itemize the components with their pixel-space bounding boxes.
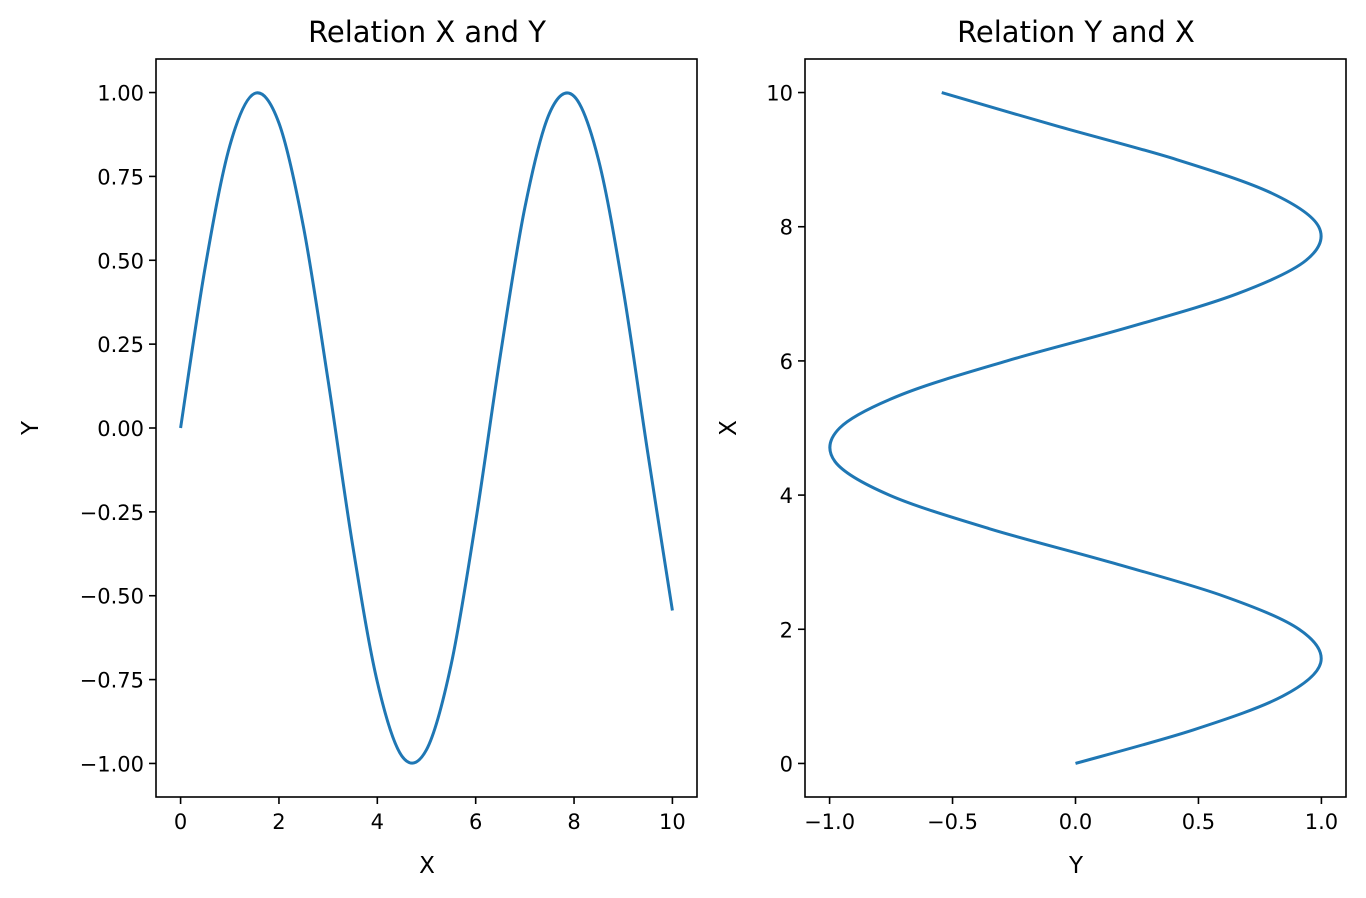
left-y-tick-label: −0.25 <box>80 501 144 525</box>
right-x-tick-label: 1.0 <box>1305 810 1338 834</box>
right-x-tick-label: −0.5 <box>927 810 978 834</box>
left-y-tick-label: −0.50 <box>80 585 144 609</box>
right-y-axis-label: X <box>716 420 742 436</box>
right-x-tick-label: −1.0 <box>804 810 855 834</box>
right-y-tick-label: 4 <box>780 484 793 508</box>
right-x-ticks: −1.0 −0.5 0.0 0.5 1.0 <box>804 797 1338 834</box>
right-series-line <box>828 91 1323 765</box>
right-y-tick-label: 8 <box>780 216 793 240</box>
right-series <box>828 91 1323 765</box>
right-subplot: Relation Y and X Y X −1.0 −0.5 0.0 0.5 1.0 0… <box>716 15 1347 879</box>
left-y-axis-label: Y <box>18 420 44 436</box>
left-series-line <box>179 91 674 765</box>
left-y-tick-label: 1.00 <box>97 82 144 106</box>
left-x-tick-label: 2 <box>272 810 285 834</box>
right-y-tick-label: 10 <box>766 82 793 106</box>
left-y-tick-label: −0.75 <box>80 669 144 693</box>
left-x-tick-label: 4 <box>371 810 384 834</box>
right-y-ticks: 0 2 4 6 8 10 <box>766 82 805 776</box>
left-subplot: Relation X and Y X Y 0 2 4 6 8 10 −1.00−0.75−… <box>18 15 698 879</box>
left-y-tick-label: −1.00 <box>80 752 144 776</box>
right-y-tick-label: 0 <box>780 752 793 776</box>
right-chart-title: Relation Y and X <box>957 15 1195 49</box>
left-x-tick-label: 10 <box>659 810 686 834</box>
left-y-ticks: −1.00 −0.75 −0.50 −0.25 0.00 0.25 0.50 0.75 1.00 <box>80 82 156 776</box>
right-axes-frame <box>804 58 1347 798</box>
left-x-tick-label: 8 <box>567 810 580 834</box>
left-y-tick-label: 0.75 <box>97 165 144 189</box>
left-y-tick-label: 0.00 <box>97 417 144 441</box>
right-y-tick-label: 2 <box>780 618 793 642</box>
left-chart-title: Relation X and Y <box>308 15 546 49</box>
left-series <box>179 91 674 765</box>
left-x-axis-label: X <box>419 853 435 879</box>
right-x-axis-label: Y <box>1068 853 1084 879</box>
left-y-tick-label: 0.50 <box>97 249 144 273</box>
left-y-tick-label: 0.25 <box>97 333 144 357</box>
right-y-tick-label: 6 <box>780 350 793 374</box>
left-x-ticks: 0 2 4 6 8 10 <box>174 797 686 834</box>
right-x-tick-label: 0.5 <box>1182 810 1215 834</box>
left-x-tick-label: 0 <box>174 810 187 834</box>
left-x-tick-label: 6 <box>469 810 482 834</box>
left-axes-frame <box>155 58 698 798</box>
right-x-tick-label: 0.0 <box>1059 810 1092 834</box>
